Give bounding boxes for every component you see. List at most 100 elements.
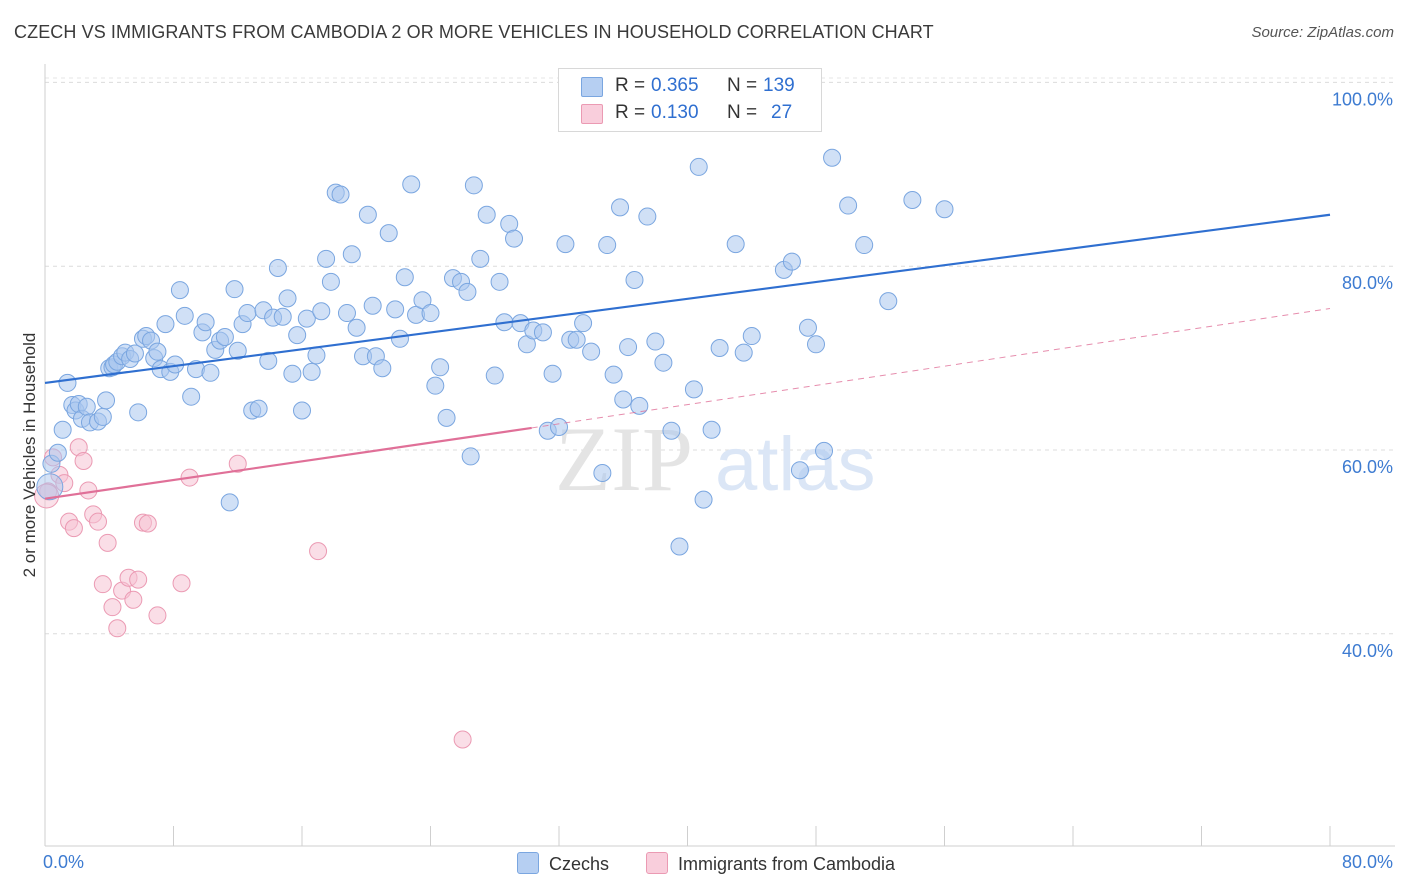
- czech-point: [413, 291, 432, 310]
- bottom-legend-czechs: Czechs: [517, 852, 609, 875]
- czech-point: [225, 280, 244, 299]
- czech-point: [464, 176, 483, 195]
- czech-point: [550, 418, 568, 437]
- czech-point: [421, 304, 440, 323]
- czech-point: [238, 304, 257, 323]
- czech-point: [437, 408, 456, 427]
- czech-point: [485, 366, 504, 385]
- czech-point: [458, 282, 477, 301]
- czech-point: [654, 353, 673, 372]
- czech-point: [662, 421, 681, 440]
- czech-point: [321, 272, 340, 291]
- czech-point: [175, 306, 194, 325]
- czech-point: [331, 185, 350, 204]
- czech-point: [297, 309, 316, 328]
- czech-point: [36, 473, 64, 501]
- czech-point: [48, 443, 67, 462]
- czech-point: [283, 364, 302, 383]
- czech-point: [625, 270, 644, 289]
- czech-point: [638, 207, 657, 226]
- cambodia-point: [64, 519, 83, 538]
- czech-point: [477, 205, 496, 224]
- czech-point: [543, 364, 562, 383]
- czech-point: [582, 342, 601, 361]
- correlation-legend: R = 0.365 N = 139 R = 0.130 N = 27: [558, 68, 822, 132]
- czech-points: [36, 74, 954, 556]
- czech-point: [823, 148, 842, 167]
- czech-point: [170, 281, 189, 300]
- cambodia-swatch: [646, 852, 668, 874]
- cambodia-point: [89, 512, 108, 531]
- czech-point: [742, 327, 761, 346]
- czech-point: [604, 365, 623, 384]
- czech-point: [278, 289, 297, 308]
- czech-point: [93, 407, 112, 426]
- x-tick-label: 80.0%: [1342, 852, 1393, 872]
- czech-point: [782, 252, 801, 271]
- cambodia-swatch: [581, 104, 603, 124]
- czech-swatch: [517, 852, 539, 874]
- czech-point: [490, 272, 509, 291]
- czech-point: [307, 346, 326, 365]
- czech-point: [53, 420, 72, 439]
- czech-point: [373, 359, 392, 378]
- czech-point: [619, 338, 638, 357]
- czech-point: [734, 343, 753, 362]
- czech-point: [215, 327, 234, 346]
- y-tick-label: 60.0%: [1342, 457, 1393, 477]
- x-tick-label: 0.0%: [43, 852, 84, 872]
- legend-r-value: 0.365: [651, 75, 699, 96]
- czech-point: [293, 401, 311, 420]
- bottom-legend-cambodia: Immigrants from Cambodia: [646, 852, 895, 875]
- czech-point: [426, 376, 445, 395]
- legend-r-value: 0.130: [651, 102, 699, 123]
- y-axis-label: 2 or more Vehicles in Household: [20, 332, 39, 578]
- czech-point: [903, 191, 922, 210]
- czech-trend-line: [44, 213, 1331, 385]
- czech-point: [358, 205, 377, 224]
- czech-point: [386, 300, 405, 319]
- czech-point: [630, 396, 649, 415]
- czech-point: [288, 326, 307, 345]
- cambodia-point: [148, 606, 167, 625]
- czech-point: [855, 236, 874, 255]
- czech-point: [402, 175, 421, 194]
- cambodia-point: [138, 514, 157, 533]
- czech-point: [148, 342, 167, 361]
- cambodia-point: [309, 542, 328, 561]
- czech-point: [302, 362, 321, 381]
- czech-point: [156, 315, 175, 334]
- czech-point: [614, 390, 633, 409]
- czech-point: [726, 235, 745, 254]
- source-label: Source: ZipAtlas.com: [1251, 24, 1394, 41]
- czech-point: [97, 391, 116, 410]
- cambodia-point: [124, 590, 143, 609]
- czech-point: [574, 314, 593, 333]
- legend-n-label: N =: [727, 102, 758, 123]
- cambodia-point: [98, 533, 117, 552]
- czech-swatch: [581, 77, 603, 97]
- czech-point: [694, 490, 713, 509]
- czech-point: [125, 344, 144, 363]
- czech-point: [702, 420, 721, 439]
- czech-point: [196, 313, 215, 332]
- czech-point: [347, 318, 366, 337]
- cambodia-point: [103, 598, 122, 617]
- czech-point: [790, 461, 809, 480]
- czech-point: [598, 236, 617, 255]
- y-tick-label: 100.0%: [1332, 89, 1393, 109]
- czech-point: [567, 330, 586, 349]
- cambodia-point: [74, 452, 93, 471]
- czech-point: [556, 235, 575, 254]
- y-tick-label: 80.0%: [1342, 273, 1393, 293]
- czech-point: [710, 338, 729, 357]
- czech-point: [182, 387, 201, 406]
- czech-point: [390, 329, 409, 348]
- cambodia-point: [129, 570, 148, 589]
- czech-point: [505, 229, 524, 248]
- czech-point: [379, 224, 398, 243]
- cambodia-points: [34, 438, 472, 749]
- legend-r-label: R =: [615, 102, 646, 123]
- czech-point: [935, 200, 954, 219]
- czech-point: [268, 259, 287, 278]
